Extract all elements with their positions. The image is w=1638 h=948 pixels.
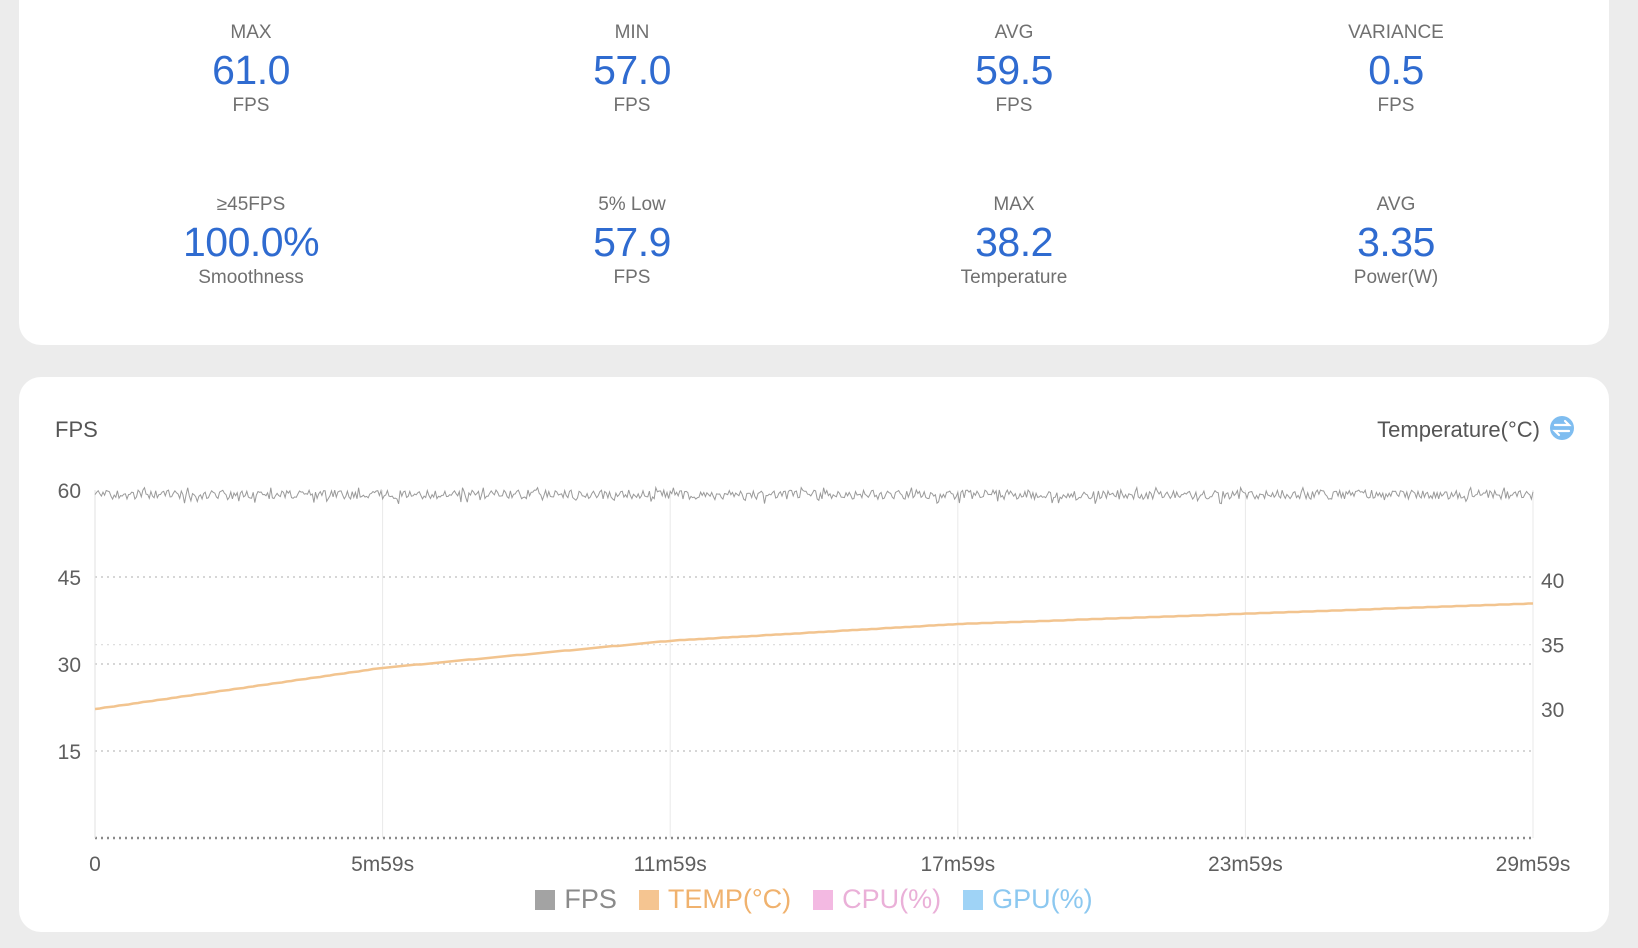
legend-swatch <box>535 889 556 910</box>
legend-swatch <box>638 889 659 910</box>
legend-label: CPU(%) <box>842 884 942 914</box>
stat-smoothness: ≥45FPS 100.0% Smoothness <box>121 194 381 289</box>
stat-5pct-low: 5% Low 57.9 FPS <box>502 194 762 289</box>
stat-max-fps: MAX 61.0 FPS <box>121 22 381 117</box>
y-right-tick-label: 40 <box>1541 570 1564 593</box>
stat-unit: Smoothness <box>198 267 304 288</box>
legend-label: GPU(%) <box>992 884 1093 914</box>
y-left-tick-label: 15 <box>58 741 81 764</box>
stat-unit: FPS <box>1377 95 1415 116</box>
stat-value: 3.35 <box>1357 219 1435 265</box>
stat-label: MAX <box>993 194 1035 215</box>
stat-value: 61.0 <box>212 47 290 93</box>
x-tick-label: 5m59s <box>351 853 414 876</box>
stat-avg-fps: AVG 59.5 FPS <box>884 22 1144 117</box>
stat-unit: FPS <box>613 95 651 116</box>
legend-item[interactable]: GPU(%) <box>963 884 1093 915</box>
x-tick-label: 17m59s <box>920 853 995 876</box>
stat-label: AVG <box>1376 194 1416 215</box>
stat-label: 5% Low <box>598 194 666 215</box>
legend-swatch <box>813 889 834 910</box>
legend-item[interactable]: TEMP(°C) <box>638 884 792 915</box>
stat-value: 38.2 <box>975 219 1053 265</box>
stat-label: MAX <box>230 22 272 43</box>
stat-unit: FPS <box>995 95 1033 116</box>
x-tick-label: 11m59s <box>634 853 707 876</box>
stat-max-temperature: MAX 38.2 Temperature <box>884 194 1144 289</box>
x-tick-label: 0 <box>89 853 101 876</box>
legend-label: TEMP(°C) <box>667 884 792 914</box>
stat-unit: Temperature <box>960 267 1068 288</box>
y-left-tick-label: 45 <box>58 567 81 590</box>
legend-item[interactable]: FPS <box>535 884 617 915</box>
stat-label: ≥45FPS <box>216 194 286 215</box>
stat-value: 0.5 <box>1368 47 1424 93</box>
stats-card: MAX 61.0 FPS MIN 57.0 FPS AVG 59.5 FPS V… <box>19 0 1609 345</box>
swap-axis-icon[interactable] <box>1550 416 1574 440</box>
fps-series-line <box>94 485 1534 505</box>
y-right-tick-label: 30 <box>1541 699 1564 722</box>
legend-item[interactable]: CPU(%) <box>813 884 941 915</box>
stat-avg-power: AVG 3.35 Power(W) <box>1266 194 1526 289</box>
x-tick-label: 23m59s <box>1208 853 1283 876</box>
stat-value: 57.9 <box>593 219 671 265</box>
temp-series-line <box>94 602 1533 711</box>
x-tick-label: 29m59s <box>1496 853 1571 876</box>
left-axis-title: FPS <box>55 417 98 442</box>
stat-label: VARIANCE <box>1348 22 1444 43</box>
chart-card: FPS Temperature(°C) 0 5m59s 11m59s 17m59s 23… <box>19 377 1609 932</box>
y-left-tick-label: 30 <box>58 654 81 677</box>
stat-min-fps: MIN 57.0 FPS <box>502 22 762 117</box>
y-right-tick-label: 35 <box>1541 635 1564 658</box>
legend-label: FPS <box>564 884 617 914</box>
right-axis-title: Temperature(°C) <box>1377 417 1540 442</box>
stat-unit: FPS <box>613 267 651 288</box>
stat-unit: Power(W) <box>1353 267 1439 288</box>
stat-unit: FPS <box>232 95 270 116</box>
legend-swatch <box>963 889 984 910</box>
stat-label: AVG <box>994 22 1034 43</box>
stat-value: 59.5 <box>975 47 1053 93</box>
performance-chart: FPS Temperature(°C) 0 5m59s 11m59s 17m59s 23… <box>55 416 1574 876</box>
stat-value: 100.0% <box>182 219 320 265</box>
chart-legend: FPS TEMP(°C) CPU(%) GPU(%) <box>19 884 1609 915</box>
stat-value: 57.0 <box>593 47 671 93</box>
stat-label: MIN <box>614 22 650 43</box>
stat-variance: VARIANCE 0.5 FPS <box>1266 22 1526 117</box>
y-left-tick-label: 60 <box>58 480 81 503</box>
